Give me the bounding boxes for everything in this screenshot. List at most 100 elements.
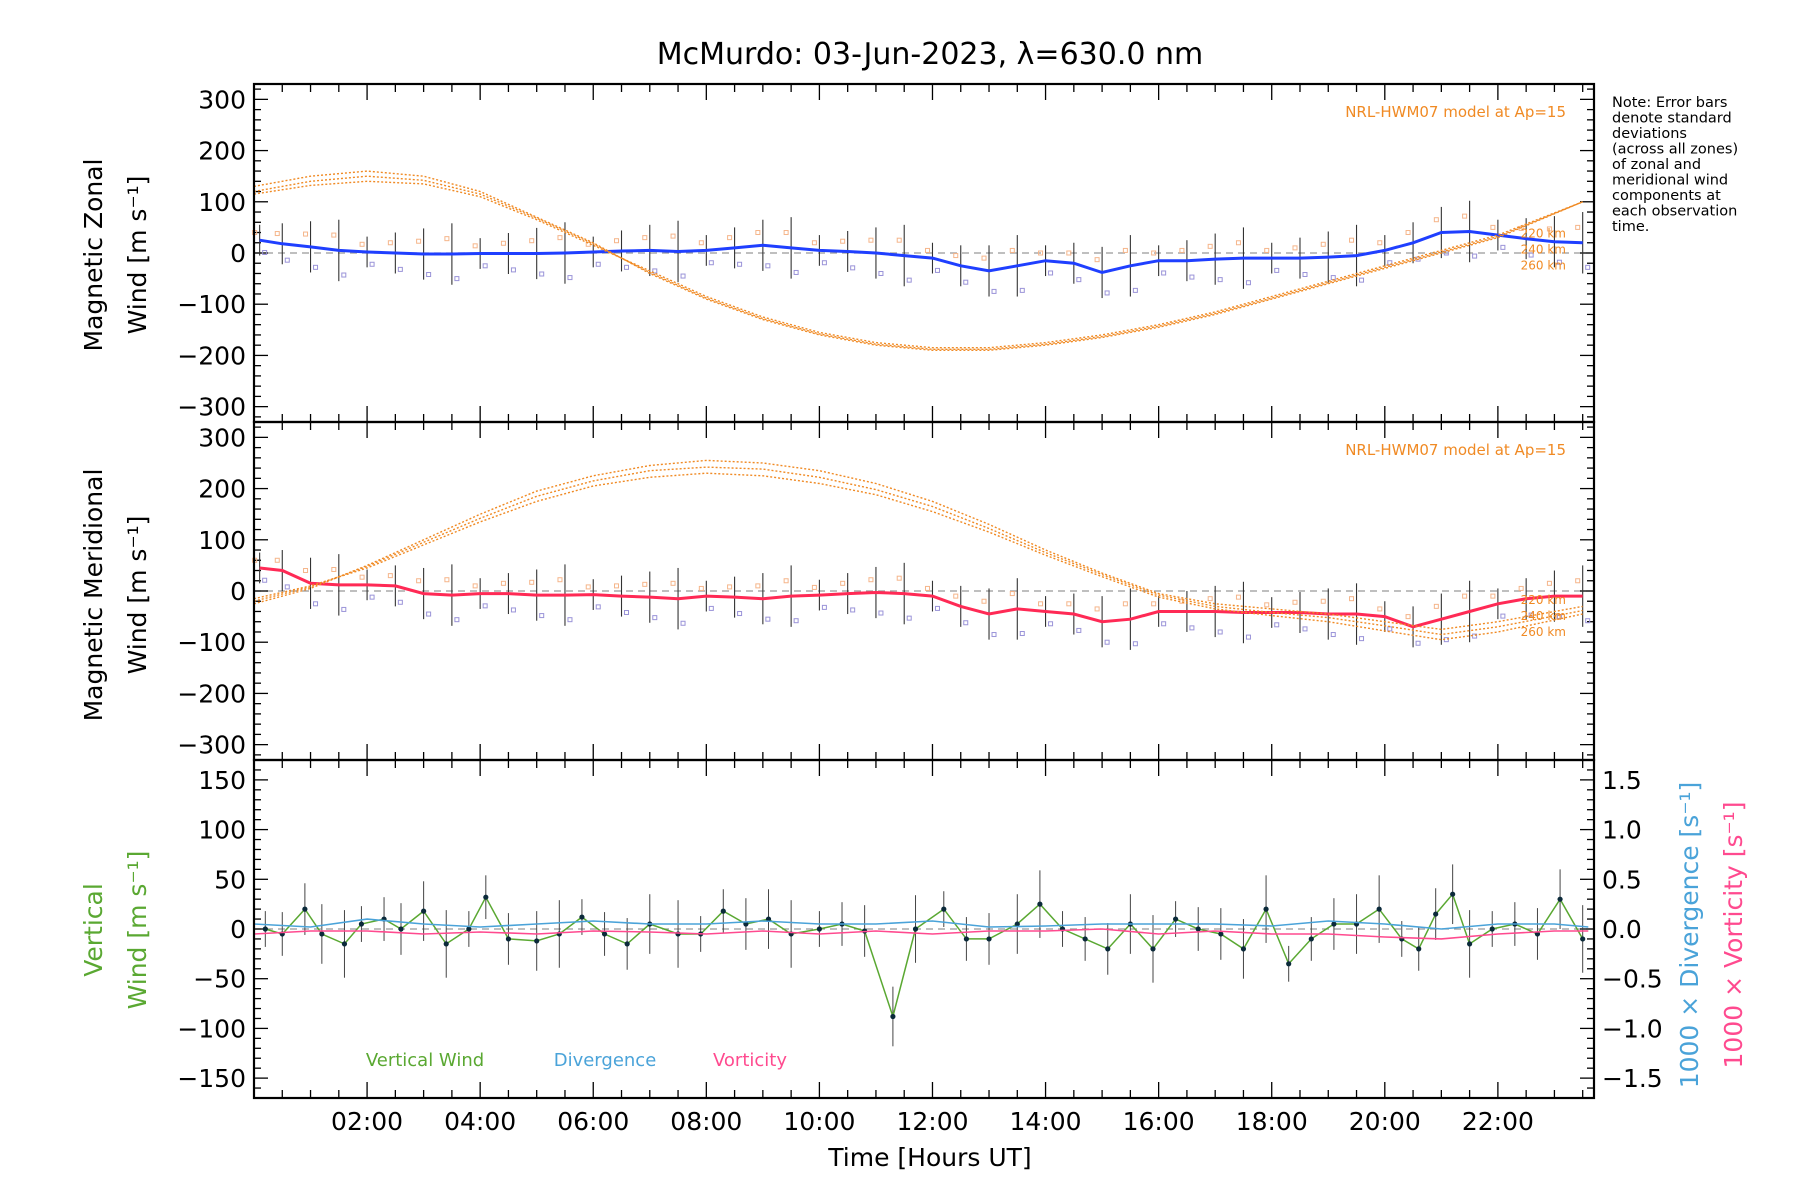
zone-sample-marker [1387,260,1393,266]
note-line: components at [1612,188,1721,204]
vertical-wind-point [1489,926,1495,932]
y-tick-label: 50 [214,865,246,894]
zone-sample-marker [1433,217,1439,223]
y-tick-label: 100 [198,526,246,555]
legend-vorticity: Vorticity [713,1050,787,1071]
zone-sample-marker [1585,264,1591,270]
vertical-wind-point [1150,946,1156,952]
zone-sample-marker [595,261,601,267]
vertical-wind-point [1308,936,1314,942]
zone-sample-marker [341,272,347,278]
zonal-wind-series-line [259,229,1583,275]
zone-sample-marker [680,273,686,279]
zone-sample-marker [840,580,846,586]
zone-sample-marker [727,235,733,241]
zone-sample-marker [529,238,535,244]
model-curve-model-220-km [253,459,1583,631]
zone-sample-marker [1038,601,1044,607]
zone-sample-marker [1405,614,1411,620]
zone-sample-marker [755,230,761,236]
y-tick-label: 100 [198,188,246,217]
zone-sample-marker [1009,591,1015,597]
zone-sample-marker [1094,606,1100,612]
meridional-ylabel-line2: Wind [m s⁻¹] [123,516,152,675]
model-label: NRL-HWM07 model at Ap=15 [1345,103,1566,121]
y-tick-label: −150 [177,1064,246,1093]
zone-sample-marker [1048,270,1054,276]
vertical-wind-point [534,938,540,944]
zone-sample-marker [680,620,686,626]
zone-sample-marker [284,257,290,263]
zone-sample-marker [1490,224,1496,230]
zone-sample-marker [444,236,450,242]
zone-sample-marker [737,261,743,267]
vertical-wind-point [1037,901,1043,907]
zone-sample-marker [1207,596,1213,602]
zone-sample-marker [1472,253,1478,259]
zone-sample-marker [953,593,959,599]
zone-sample-marker [1132,641,1138,647]
zone-sample-marker [1235,594,1241,600]
y-tick-label: −100 [177,290,246,319]
model-label: NRL-HWM07 model at Ap=15 [1345,441,1566,459]
x-tick-label: 12:00 [896,1107,968,1136]
note-line: (across all zones) [1612,142,1738,158]
zone-sample-marker [1528,252,1534,258]
zone-sample-marker [1302,626,1308,632]
model-altitude-label: 260 km [1521,259,1566,273]
vertical-wind-point [579,914,585,920]
vertical-wind-point [890,1013,896,1020]
zone-sample-marker [331,566,337,572]
zone-sample-marker [369,261,375,267]
note-line: each observation [1612,204,1737,220]
zone-sample-marker [284,584,290,590]
zone-sample-marker [1433,603,1439,609]
model-curve-model-260-km [253,472,1583,641]
x-axis-label: Time [Hours UT] [827,1143,1031,1172]
zone-sample-marker [811,584,817,590]
vorticity-y2label: 1000 × Vorticity [s⁻¹] [1719,802,1748,1069]
zone-sample-marker [1546,580,1552,586]
zone-sample-marker [642,581,648,587]
vertical-wind-point [1082,936,1088,942]
zone-sample-marker [614,583,620,589]
note-line: time. [1612,219,1649,235]
zone-sample-marker [1189,625,1195,631]
y2-tick-label: 0.5 [1602,865,1642,894]
zone-sample-marker [652,268,658,274]
vertical-wind-point [358,921,365,927]
vertical-wind-point [1263,906,1269,912]
zone-sample-marker [840,238,846,244]
zone-sample-marker [500,580,506,586]
zone-sample-marker [416,238,422,244]
x-tick-label: 08:00 [670,1107,742,1136]
y-tick-label: −100 [177,1014,246,1043]
zone-sample-marker [981,598,987,604]
vertical-wind-point [1450,891,1456,897]
zone-sample-marker [274,231,280,237]
vertical-ylabel-line2: Wind [m s⁻¹] [123,851,152,1010]
zone-sample-marker [1076,277,1082,283]
vertical-wind-point [1105,946,1111,952]
zone-sample-marker [1320,241,1326,247]
zone-sample-marker [878,610,884,616]
zone-sample-marker [1235,240,1241,246]
y2-tick-label: −0.5 [1602,965,1663,994]
vertical-wind-point [941,906,947,912]
zone-sample-marker [397,266,403,272]
zone-sample-marker [529,579,535,585]
x-tick-label: 10:00 [783,1107,855,1136]
zone-sample-marker [1264,247,1270,253]
zone-sample-marker [1490,593,1496,599]
zone-sample-marker [331,232,337,238]
zone-sample-marker [850,265,856,271]
zone-sample-marker [313,601,319,607]
zone-sample-marker [303,568,309,574]
x-tick-label: 06:00 [557,1107,629,1136]
zone-sample-marker [698,240,704,246]
meridional-wind-panel: −300 −200 −100 0 100 200 300 NRL-HWM07 model at… [177,420,1596,762]
y-tick-label: −50 [193,965,246,994]
vertical-wind-point [1467,941,1473,947]
